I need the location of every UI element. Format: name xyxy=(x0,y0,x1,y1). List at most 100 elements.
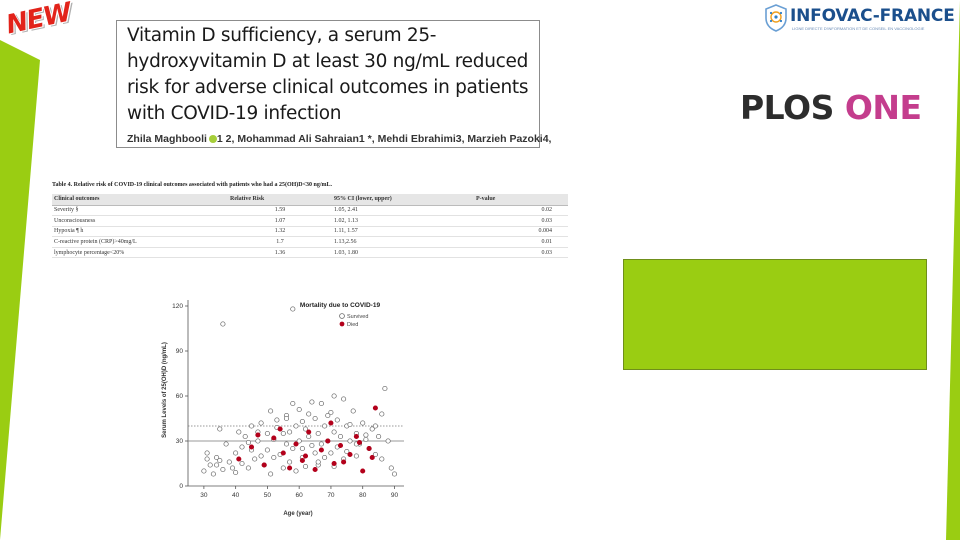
legend-survived-marker xyxy=(339,313,345,319)
mortality-scatter-chart: 0 30 60 90 120 30 40 50 60 70 80 90 Mortality due t… xyxy=(152,294,422,518)
plos-word: PLOS xyxy=(740,88,834,127)
survived-point xyxy=(318,441,324,447)
cell-ci: 1.05, 2.41 xyxy=(332,205,474,217)
chart-title: Mortality due to COVID-19 xyxy=(300,302,381,309)
survived-point xyxy=(290,400,296,407)
survived-point xyxy=(268,471,274,477)
died-point xyxy=(261,462,267,468)
survived-point xyxy=(302,426,309,432)
plos-one-logo: PLOS ONE xyxy=(740,88,922,127)
died-point xyxy=(287,465,293,471)
infovac-tagline: LIGNE DIRECTE D'INFORMATION ET DE CONSEI… xyxy=(792,26,925,31)
died-point xyxy=(356,439,363,446)
survived-point xyxy=(214,462,220,468)
legend-died-label: Died xyxy=(347,322,358,328)
survived-point xyxy=(274,417,280,423)
died-point xyxy=(369,454,375,461)
survived-point xyxy=(217,426,223,432)
survived-point xyxy=(296,438,302,444)
died-point xyxy=(372,405,378,411)
header-relative-risk: Relative Risk xyxy=(228,194,332,206)
cell-ci: 1.11, 1.57 xyxy=(332,226,474,238)
survived-point xyxy=(293,468,299,474)
cell-outcome: lymphocyte percentage<20% xyxy=(52,247,228,259)
survived-point xyxy=(306,433,312,440)
survived-point xyxy=(299,445,305,452)
died-point xyxy=(293,441,299,447)
survived-point xyxy=(204,450,210,456)
survived-point xyxy=(328,409,334,416)
survived-point xyxy=(372,423,378,429)
author-list-rest: 1 2, Mohammad Ali Sahraian1 *, Mehdi Ebr… xyxy=(216,133,552,145)
relative-risk-table-block: Table 4. Relative risk of COVID-19 clini… xyxy=(52,182,570,268)
one-word: ONE xyxy=(844,88,922,127)
x-axis-label: Age (year) xyxy=(283,511,312,517)
survived-point xyxy=(318,400,324,407)
y-tick-label: 30 xyxy=(176,438,184,445)
died-point xyxy=(277,426,283,432)
cell-relative-risk: 1.32 xyxy=(228,226,332,238)
survived-point xyxy=(369,426,375,432)
survived-point xyxy=(347,438,353,444)
survived-point xyxy=(204,456,210,462)
died-point xyxy=(312,466,318,473)
survived-point xyxy=(280,465,286,471)
cell-relative-risk: 1.36 xyxy=(228,247,332,259)
died-point xyxy=(318,447,324,453)
survived-point xyxy=(287,459,293,465)
left-accent-shape xyxy=(0,40,40,540)
scatter-plot-svg: 0 30 60 90 120 30 40 50 60 70 80 90 Mortality due t… xyxy=(162,300,404,517)
table-header-row: Clinical outcomes Relative Risk 95% CI (… xyxy=(52,194,568,206)
died-point xyxy=(325,438,331,444)
survived-point xyxy=(385,438,391,444)
cell-p-value: 0.02 xyxy=(474,205,568,217)
y-tick-label: 60 xyxy=(176,393,184,400)
cell-outcome: Severity § xyxy=(52,205,228,217)
header-ci: 95% CI (lower, upper) xyxy=(332,194,474,206)
survived-point xyxy=(306,411,312,417)
y-tick-label: 0 xyxy=(179,483,183,490)
cell-outcome: C-reactive protein (CRP)>40mg/L xyxy=(52,236,228,248)
survived-point xyxy=(220,321,226,327)
y-tick-label: 90 xyxy=(176,348,184,355)
survived-point xyxy=(283,415,290,422)
x-tick-label: 40 xyxy=(232,492,240,499)
survived-point xyxy=(331,393,337,399)
x-tick-label: 70 xyxy=(327,492,335,499)
survived-point xyxy=(363,432,369,438)
died-point xyxy=(360,468,366,474)
survived-point xyxy=(347,421,353,428)
survived-point xyxy=(223,441,229,447)
died-point xyxy=(328,420,334,426)
article-header: Vitamin D sufficiency, a serum 25-hydrox… xyxy=(116,20,551,148)
survived-point xyxy=(290,306,296,312)
survived-point xyxy=(245,439,251,446)
survived-point xyxy=(388,465,394,471)
cell-ci: 1.02, 1.13 xyxy=(332,215,474,227)
survived-point xyxy=(280,430,286,437)
survived-point xyxy=(252,456,258,462)
died-point xyxy=(341,459,347,465)
survived-point xyxy=(315,459,321,465)
y-axis-label: Serum Levels of 25(OH)D (ng/mL) xyxy=(162,342,168,438)
cell-outcome: Hypoxia ¶ h xyxy=(52,226,228,238)
right-accent-shape xyxy=(946,0,960,540)
x-tick-label: 90 xyxy=(391,492,399,499)
header-p-value: P-value xyxy=(474,194,568,206)
survived-point xyxy=(229,465,236,471)
orcid-icon xyxy=(208,135,217,144)
died-point xyxy=(353,433,359,440)
died-point xyxy=(306,429,312,435)
cell-p-value: 0.01 xyxy=(474,236,568,248)
survived-point xyxy=(290,445,296,452)
survived-point xyxy=(248,423,255,429)
new-badge: NEW xyxy=(0,0,80,46)
survived-point xyxy=(233,450,239,456)
y-tick-label: 120 xyxy=(172,303,183,310)
survived-point xyxy=(258,453,264,459)
survived-point xyxy=(322,423,328,429)
survived-point xyxy=(201,468,207,474)
cell-relative-risk: 1.59 xyxy=(228,205,332,217)
survived-point xyxy=(376,433,382,440)
survived-point xyxy=(302,463,309,470)
